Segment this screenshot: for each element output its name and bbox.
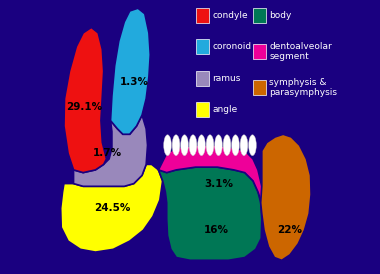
Text: 16%: 16% xyxy=(204,225,228,235)
Ellipse shape xyxy=(232,135,239,156)
Ellipse shape xyxy=(164,135,171,156)
Ellipse shape xyxy=(189,135,197,156)
Text: angle: angle xyxy=(212,105,238,114)
Text: 29.1%: 29.1% xyxy=(66,102,103,112)
Text: 3.1%: 3.1% xyxy=(204,179,233,189)
Polygon shape xyxy=(261,134,311,260)
Ellipse shape xyxy=(180,135,188,156)
Polygon shape xyxy=(111,8,150,134)
Bar xyxy=(253,80,266,95)
Bar xyxy=(196,8,209,23)
Bar xyxy=(196,102,209,117)
Text: 1.7%: 1.7% xyxy=(93,149,122,158)
Text: 22%: 22% xyxy=(277,225,302,235)
Polygon shape xyxy=(64,27,106,173)
Ellipse shape xyxy=(172,135,180,156)
Ellipse shape xyxy=(223,135,231,156)
Bar xyxy=(253,8,266,23)
Polygon shape xyxy=(74,115,147,186)
Text: 24.5%: 24.5% xyxy=(94,203,130,213)
Text: condyle: condyle xyxy=(212,11,248,19)
Ellipse shape xyxy=(206,135,214,156)
Ellipse shape xyxy=(215,135,222,156)
Polygon shape xyxy=(158,167,262,260)
Text: coronoid: coronoid xyxy=(212,42,252,51)
Text: symphysis &
parasymphysis: symphysis & parasymphysis xyxy=(269,78,337,97)
Bar xyxy=(196,39,209,54)
Ellipse shape xyxy=(198,135,205,156)
Text: ramus: ramus xyxy=(212,74,241,82)
Ellipse shape xyxy=(240,135,248,156)
Ellipse shape xyxy=(249,135,256,156)
Bar xyxy=(253,44,266,59)
Text: 1.3%: 1.3% xyxy=(119,77,148,87)
Bar xyxy=(196,71,209,85)
Text: dentoalveolar
segment: dentoalveolar segment xyxy=(269,42,332,61)
Polygon shape xyxy=(158,145,262,203)
Polygon shape xyxy=(61,164,163,252)
Text: body: body xyxy=(269,11,292,19)
